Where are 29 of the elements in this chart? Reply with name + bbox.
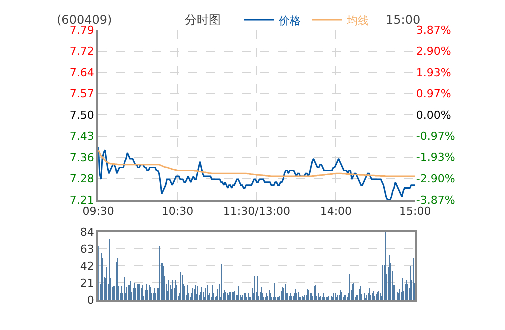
y2-tick-label: -1.93% — [416, 151, 456, 164]
y-tick-label: 7.72 — [70, 45, 94, 58]
y-tick-label: 7.57 — [70, 88, 94, 101]
y-tick-label: 7.43 — [70, 130, 94, 144]
y-tick-label: 7.36 — [70, 151, 94, 164]
x-tick-label: 11:30/13:00 — [223, 205, 291, 218]
y2-tick-label: 1.93% — [416, 66, 452, 80]
y2-tick-label: 2.90% — [416, 45, 452, 58]
x-tick-label: 14:00 — [320, 205, 352, 218]
x-tick-label: 09:30 — [82, 205, 114, 218]
y-tick-label: 7.64 — [70, 66, 94, 80]
y2-tick-label: -2.90% — [416, 172, 456, 186]
y2-tick-label: 0.97% — [416, 88, 452, 101]
legend-label: 价格 — [278, 14, 301, 28]
y-tick-label: 84 — [80, 226, 94, 239]
legend-label: 均线 — [346, 14, 369, 28]
y2-tick-label: -0.97% — [416, 130, 456, 144]
y-tick-label: 7.21 — [70, 194, 94, 207]
x-tick-label: 10:30 — [162, 205, 194, 218]
y2-tick-label: 0.00% — [416, 108, 452, 122]
text: 分时图 — [185, 13, 221, 27]
y-tick-label: 21 — [80, 276, 94, 290]
y2-tick-label: -3.87% — [416, 194, 456, 207]
y-tick-label: 63 — [80, 242, 94, 256]
y-tick-label: 42 — [80, 260, 94, 273]
y-tick-label: 0 — [87, 294, 94, 307]
x-tick-label: 15:00 — [400, 205, 432, 218]
y-tick-label: 7.28 — [70, 172, 94, 186]
y-tick-label: 7.50 — [70, 108, 94, 122]
